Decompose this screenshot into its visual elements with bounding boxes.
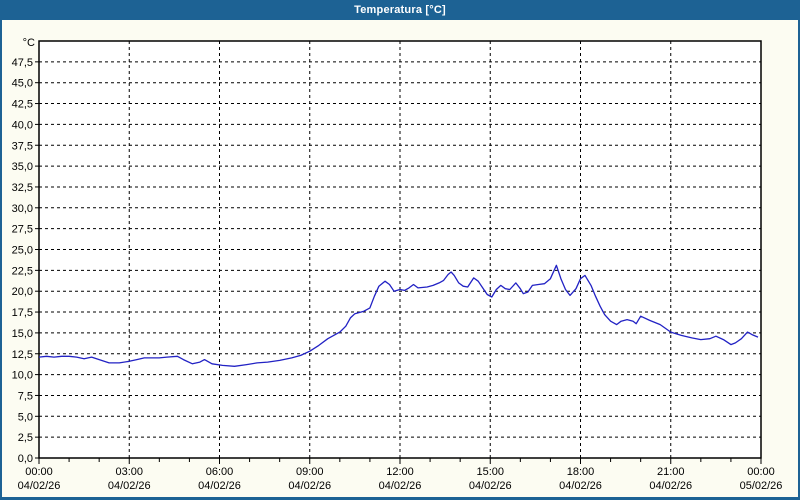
window-title: Temperatura [°C]: [354, 4, 446, 16]
x-tick-time-label: 06:00: [206, 466, 234, 478]
y-axis-labels: 0,0 2,5 5,0 7,5 10,0 12,5 15,0 17,5 20,0 22,5 25,0…: [12, 37, 35, 465]
x-tick-date-label: 04/02/26: [469, 480, 512, 492]
plot-frame: [38, 40, 762, 459]
x-tick-date-label: 04/02/26: [649, 480, 692, 492]
chart-area: 0,0 2,5 5,0 7,5 10,0 12,5 15,0 17,5 20,0 22,5 25,0…: [2, 20, 798, 497]
x-tick-date-label: 05/02/26: [740, 480, 783, 492]
svg-text:15,0: 15,0: [12, 328, 33, 340]
svg-text:32,5: 32,5: [12, 182, 33, 194]
x-tick-time-label: 03:00: [115, 466, 143, 478]
svg-text:37,5: 37,5: [12, 140, 33, 152]
svg-text:5,0: 5,0: [18, 411, 33, 423]
x-tick-date-label: 04/02/26: [108, 480, 151, 492]
x-tick-time-label: 00:00: [747, 466, 775, 478]
svg-text:17,5: 17,5: [12, 307, 33, 319]
svg-text:22,5: 22,5: [12, 265, 33, 277]
svg-text:7,5: 7,5: [18, 390, 33, 402]
svg-text:25,0: 25,0: [12, 245, 33, 257]
x-tick-date-label: 04/02/26: [288, 480, 331, 492]
x-tick-date-label: 04/02/26: [379, 480, 422, 492]
temperature-series-line: [38, 264, 759, 367]
svg-text:42,5: 42,5: [12, 99, 33, 111]
window-titlebar[interactable]: Temperatura [°C]: [2, 0, 798, 20]
svg-text:10,0: 10,0: [12, 370, 33, 382]
x-tick-date-label: 04/02/26: [18, 480, 61, 492]
x-tick-time-label: 00:00: [25, 466, 53, 478]
svg-text:27,5: 27,5: [12, 224, 33, 236]
svg-text:35,0: 35,0: [12, 161, 33, 173]
svg-text:30,0: 30,0: [12, 203, 33, 215]
svg-text:20,0: 20,0: [12, 286, 33, 298]
grid-lines: [39, 41, 761, 458]
temperature-line-chart: 0,0 2,5 5,0 7,5 10,0 12,5 15,0 17,5 20,0 22,5 25,0…: [12, 37, 783, 492]
svg-text:45,0: 45,0: [12, 78, 33, 90]
svg-text:2,5: 2,5: [18, 432, 33, 444]
x-tick-time-label: 21:00: [657, 466, 685, 478]
svg-text:12,5: 12,5: [12, 349, 33, 361]
x-tick-time-label: 18:00: [567, 466, 595, 478]
svg-text:0,0: 0,0: [18, 453, 33, 465]
x-tick-time-label: 09:00: [296, 466, 324, 478]
x-tick-date-label: 04/02/26: [559, 480, 602, 492]
y-axis-unit-label: °C: [23, 37, 35, 49]
x-tick-date-label: 04/02/26: [198, 480, 241, 492]
svg-text:47,5: 47,5: [12, 57, 33, 69]
svg-text:40,0: 40,0: [12, 119, 33, 131]
x-tick-time-label: 15:00: [476, 466, 504, 478]
x-tick-time-label: 12:00: [386, 466, 414, 478]
x-axis-labels: 00:00 04/02/26 03:00 04/02/26 06:00 04/02/26 0…: [18, 466, 783, 492]
